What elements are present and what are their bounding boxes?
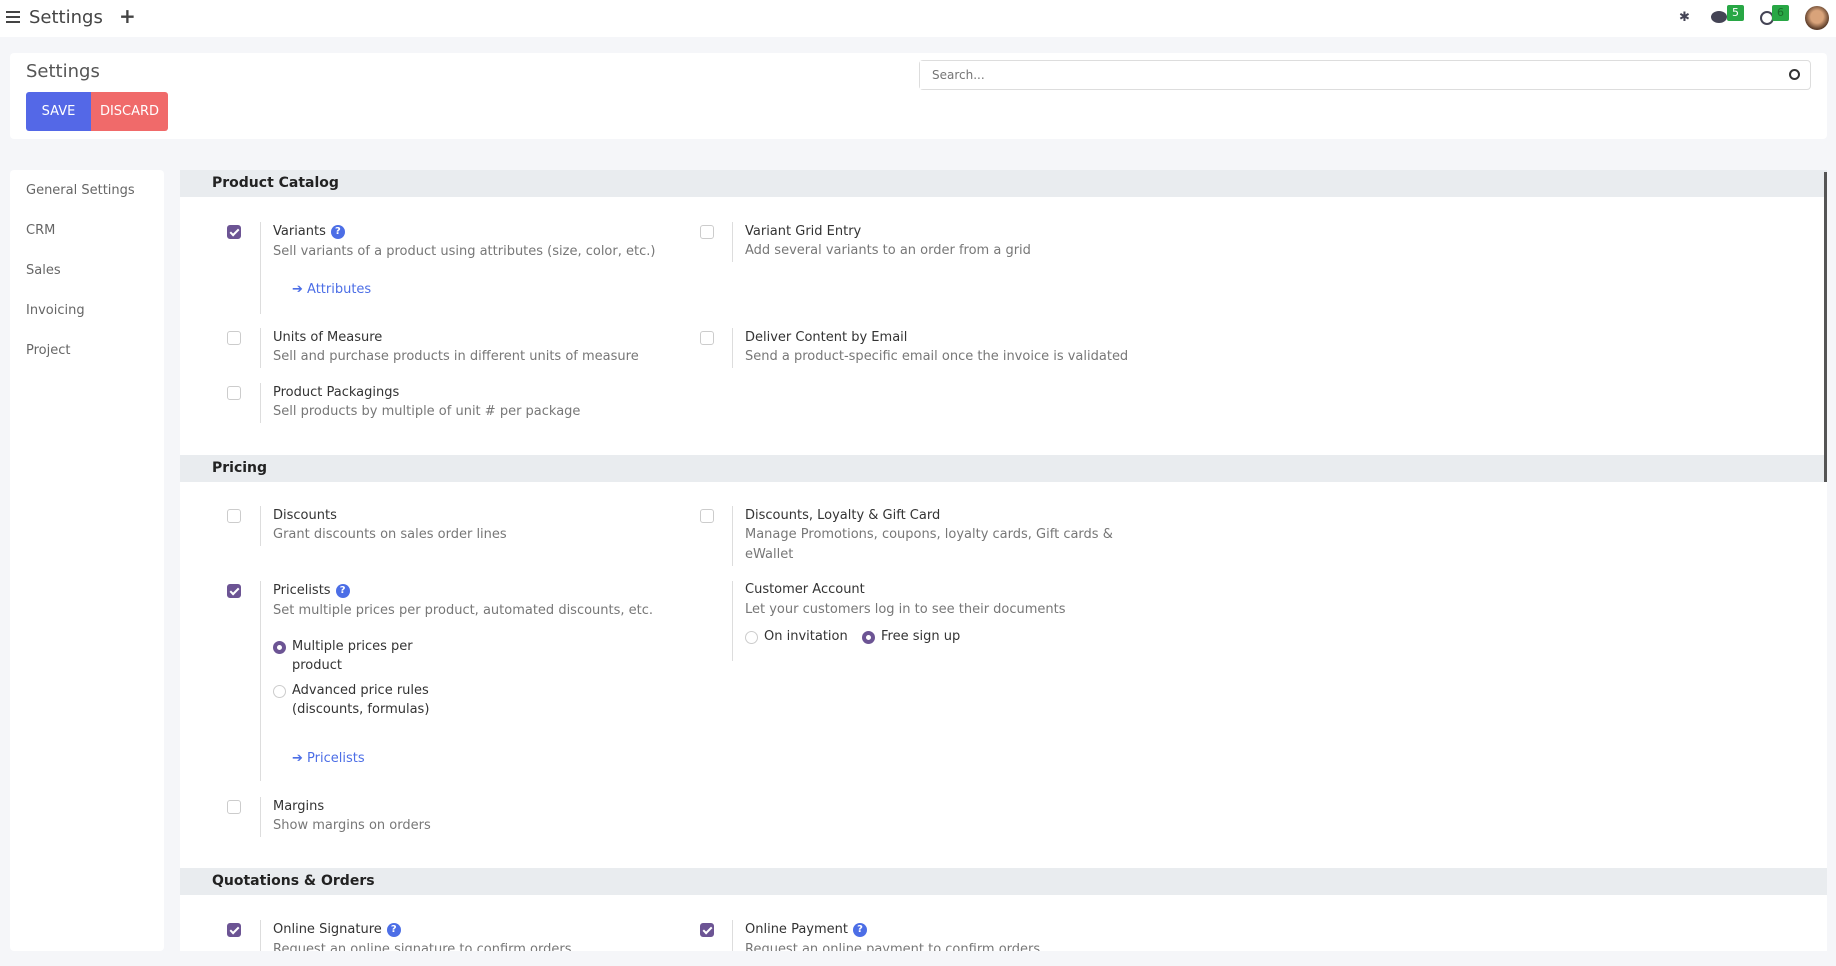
margins-checkbox[interactable] bbox=[227, 800, 241, 814]
setting-desc: Sell products by multiple of unit # per … bbox=[273, 404, 581, 419]
save-button[interactable]: SAVE bbox=[26, 92, 91, 131]
setting-title: Variant Grid Entry bbox=[745, 224, 862, 239]
messages-badge: 5 bbox=[1727, 5, 1744, 21]
variant-grid-checkbox[interactable] bbox=[700, 225, 714, 239]
setting-desc: Grant discounts on sales order lines bbox=[273, 527, 507, 542]
help-icon[interactable]: ? bbox=[330, 225, 345, 239]
discard-button[interactable]: DISCARD bbox=[91, 92, 168, 131]
messages-icon[interactable] bbox=[1711, 11, 1727, 23]
control-panel: Settings SAVE DISCARD bbox=[10, 53, 1827, 139]
setting-title: Product Packagings bbox=[273, 385, 400, 400]
activities-badge: 6 bbox=[1772, 5, 1789, 21]
setting-desc: Add several variants to an order from a … bbox=[745, 243, 1031, 258]
setting-desc: Request an online payment to confirm ord… bbox=[745, 942, 1041, 951]
scrollbar[interactable] bbox=[1824, 172, 1827, 482]
divider bbox=[732, 581, 733, 661]
help-icon[interactable]: ? bbox=[852, 923, 867, 937]
search-input[interactable] bbox=[920, 61, 1770, 89]
help-icon[interactable]: ? bbox=[386, 923, 401, 937]
setting-desc: Sell and purchase products in different … bbox=[273, 349, 639, 364]
setting-title: Discounts bbox=[273, 508, 337, 523]
setting-desc: Sell variants of a product using attribu… bbox=[273, 244, 656, 259]
pricelists-checkbox[interactable] bbox=[227, 584, 241, 598]
setting-title: Margins bbox=[273, 799, 325, 814]
setting-title: Online Payment? bbox=[745, 922, 867, 937]
sidebar-item-general-settings[interactable]: General Settings bbox=[26, 183, 135, 198]
deliver-email-checkbox[interactable] bbox=[700, 331, 714, 345]
section-quotations-orders: Quotations & Orders bbox=[180, 868, 1827, 895]
search-box bbox=[919, 60, 1811, 90]
radio-label: (discounts, formulas) bbox=[292, 702, 430, 717]
radio-multiple-prices[interactable] bbox=[273, 641, 286, 654]
search-icon[interactable] bbox=[1789, 69, 1800, 80]
radio-advanced-rules[interactable] bbox=[273, 685, 286, 698]
divider bbox=[260, 920, 261, 951]
radio-on-invitation[interactable] bbox=[745, 631, 758, 644]
setting-desc: Show margins on orders bbox=[273, 818, 431, 833]
online-signature-checkbox[interactable] bbox=[227, 923, 241, 937]
divider bbox=[260, 222, 261, 314]
radio-label: product bbox=[292, 658, 343, 673]
pricelists-link[interactable]: ➔ Pricelists bbox=[292, 751, 365, 766]
divider bbox=[260, 328, 261, 368]
sidebar-item-sales[interactable]: Sales bbox=[26, 263, 61, 278]
attributes-link[interactable]: ➔ Attributes bbox=[292, 282, 372, 297]
divider bbox=[260, 383, 261, 423]
packaging-checkbox[interactable] bbox=[227, 386, 241, 400]
sidebar-item-crm[interactable]: CRM bbox=[26, 223, 56, 238]
setting-title: Online Signature? bbox=[273, 922, 401, 937]
bug-icon[interactable]: ✱ bbox=[1679, 10, 1690, 25]
plus-icon[interactable]: + bbox=[119, 4, 136, 28]
menu-icon[interactable] bbox=[6, 11, 20, 23]
radio-free-signup[interactable] bbox=[862, 631, 875, 644]
settings-content: Product Catalog Variants? Sell variants … bbox=[180, 170, 1827, 951]
app-title: Settings bbox=[29, 7, 103, 28]
variants-checkbox[interactable] bbox=[227, 225, 241, 239]
setting-desc: Let your customers log in to see their d… bbox=[745, 602, 1066, 617]
divider bbox=[732, 506, 733, 566]
setting-title: Units of Measure bbox=[273, 330, 383, 345]
sidebar-item-project[interactable]: Project bbox=[26, 343, 71, 358]
divider bbox=[260, 506, 261, 546]
setting-desc: Request an online signature to confirm o… bbox=[273, 942, 572, 951]
setting-title: Variants? bbox=[273, 224, 345, 239]
section-product-catalog: Product Catalog bbox=[180, 170, 1827, 197]
radio-label: Multiple prices per bbox=[292, 639, 413, 654]
setting-title: Customer Account bbox=[745, 582, 865, 597]
setting-desc: eWallet bbox=[745, 547, 794, 562]
radio-label: Free sign up bbox=[881, 629, 961, 644]
uom-checkbox[interactable] bbox=[227, 331, 241, 345]
setting-title: Discounts, Loyalty & Gift Card bbox=[745, 508, 941, 523]
setting-desc: Set multiple prices per product, automat… bbox=[273, 603, 654, 618]
setting-title: Pricelists? bbox=[273, 583, 350, 598]
section-pricing: Pricing bbox=[180, 455, 1827, 482]
avatar[interactable] bbox=[1805, 6, 1829, 30]
divider bbox=[732, 920, 733, 951]
divider bbox=[260, 581, 261, 781]
online-payment-checkbox[interactable] bbox=[700, 923, 714, 937]
divider bbox=[732, 222, 733, 262]
settings-sidebar: General Settings CRM Sales Invoicing Pro… bbox=[10, 170, 164, 951]
setting-title: Deliver Content by Email bbox=[745, 330, 908, 345]
sidebar-item-invoicing[interactable]: Invoicing bbox=[26, 303, 85, 318]
divider bbox=[260, 797, 261, 837]
page-title: Settings bbox=[26, 61, 100, 82]
help-icon[interactable]: ? bbox=[335, 584, 350, 598]
divider bbox=[732, 328, 733, 368]
radio-label: On invitation bbox=[764, 629, 848, 644]
top-navbar: Settings + ✱ 5 6 bbox=[0, 0, 1836, 37]
loyalty-checkbox[interactable] bbox=[700, 509, 714, 523]
radio-label: Advanced price rules bbox=[292, 683, 429, 698]
setting-desc: Send a product-specific email once the i… bbox=[745, 349, 1129, 364]
discounts-checkbox[interactable] bbox=[227, 509, 241, 523]
setting-desc: Manage Promotions, coupons, loyalty card… bbox=[745, 527, 1113, 542]
